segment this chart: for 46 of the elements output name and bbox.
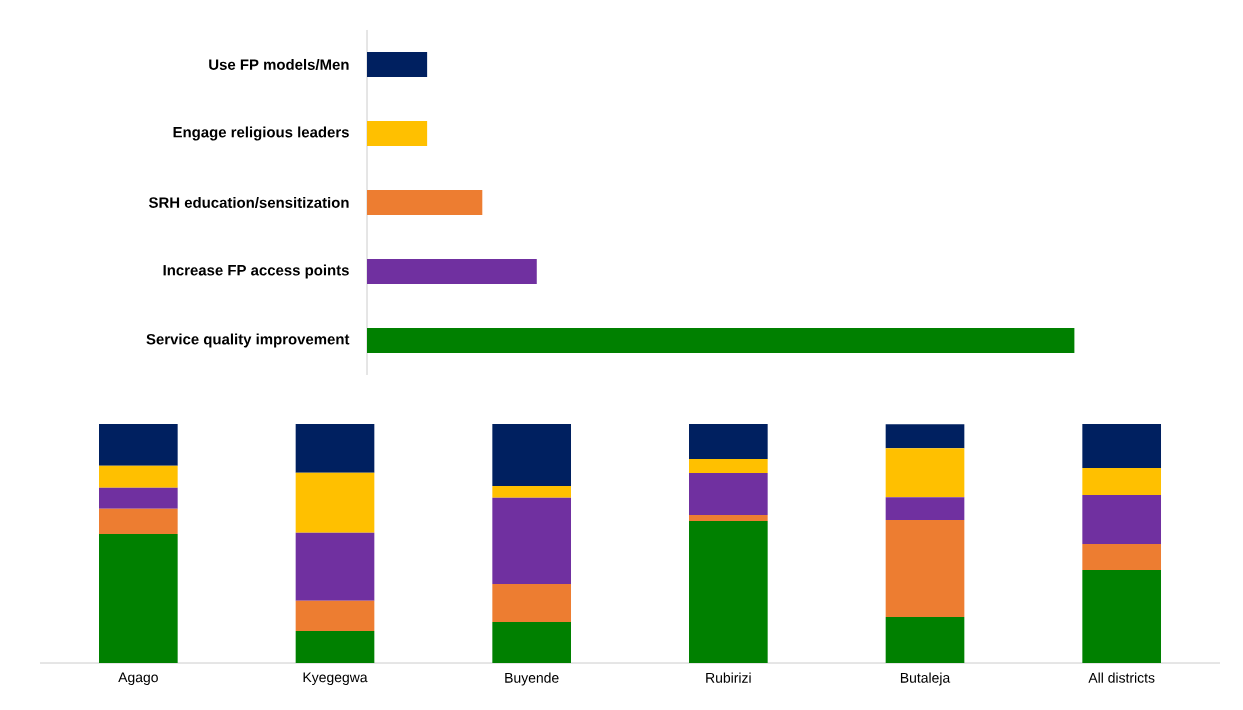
bar: [885, 448, 965, 498]
bar: [1082, 467, 1162, 495]
bar: [99, 533, 178, 663]
bar: [689, 473, 768, 516]
bar: [689, 424, 768, 459]
bar: [1082, 494, 1162, 544]
x-tick-label: All districts: [1088, 672, 1155, 683]
y-tick-label: SRH education/sensitization: [148, 196, 349, 209]
bar: [492, 497, 571, 584]
bar: [1082, 570, 1162, 663]
x-tick-label: Rubirizi: [706, 672, 751, 683]
bar: [295, 472, 375, 533]
bar: [689, 521, 768, 663]
bar: [99, 508, 178, 534]
x-tick-label: Buyende: [505, 672, 559, 686]
bar: [367, 259, 537, 284]
bar: [689, 515, 768, 522]
bar: [295, 532, 375, 601]
x-tick-label: Butaleja: [900, 672, 951, 686]
y-tick-label: Increase FP access points: [163, 264, 349, 279]
bar: [885, 617, 965, 663]
bar: [295, 600, 375, 631]
y-tick-label: Engage religious leaders: [173, 126, 349, 141]
bar: [885, 497, 965, 521]
bar: [367, 328, 1075, 353]
bar: [885, 520, 965, 618]
bar: [1082, 543, 1162, 571]
bar: [295, 630, 375, 663]
bar: [492, 621, 571, 663]
x-tick-label: Kyegegwa: [303, 672, 368, 686]
bar: [689, 458, 768, 473]
bar: [367, 52, 428, 77]
bar: [492, 485, 571, 498]
bar: [492, 424, 571, 486]
bar: [885, 424, 965, 449]
bar: [99, 487, 178, 509]
bar: [1082, 424, 1162, 468]
bar: [99, 424, 178, 466]
x-tick-label: Agago: [118, 672, 158, 686]
bar: [367, 190, 483, 215]
bar: [367, 121, 428, 146]
bar: [295, 424, 375, 473]
y-tick-label: Use FP models/Men: [209, 58, 349, 71]
bar: [492, 583, 571, 622]
y-tick-label: Service quality improvement: [146, 333, 350, 348]
bar: [99, 465, 178, 488]
